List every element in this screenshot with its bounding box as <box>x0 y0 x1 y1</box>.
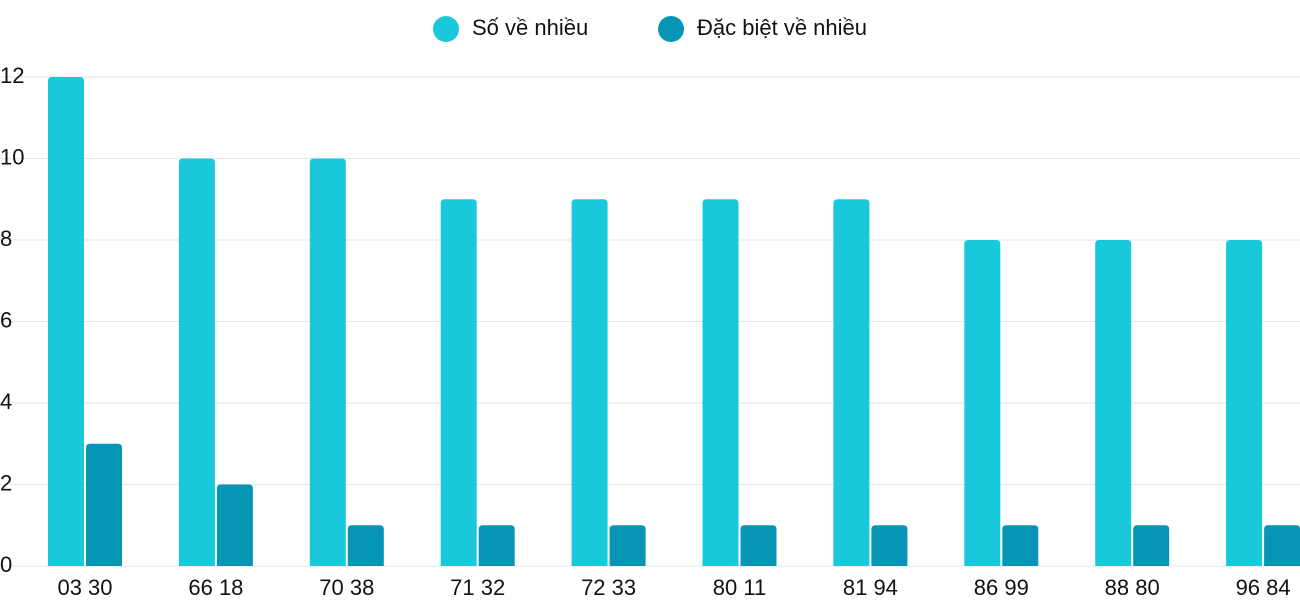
x-tick-label: 66 18 <box>188 575 243 600</box>
bar <box>1133 525 1170 566</box>
y-tick-label: 6 <box>0 307 12 332</box>
y-tick-label: 10 <box>0 144 24 169</box>
bar <box>964 240 1001 566</box>
bar <box>833 199 870 566</box>
bar <box>347 525 384 566</box>
x-tick-label: 88 80 <box>1105 575 1160 600</box>
bar <box>740 525 777 566</box>
bar <box>216 484 253 566</box>
bar <box>871 525 908 566</box>
bar <box>1226 240 1263 566</box>
legend-label: Số về nhiều <box>472 15 588 40</box>
bar <box>571 199 608 566</box>
bar <box>1264 525 1300 566</box>
x-tick-label: 81 94 <box>843 575 898 600</box>
y-tick-label: 2 <box>0 470 12 495</box>
x-tick-label: 70 38 <box>319 575 374 600</box>
y-tick-label: 8 <box>0 226 12 251</box>
bar <box>309 158 346 566</box>
bar <box>609 525 646 566</box>
bar <box>478 525 515 566</box>
bar <box>440 199 477 566</box>
y-tick-label: 12 <box>0 63 24 88</box>
x-tick-label: 03 30 <box>57 575 112 600</box>
legend-label: Đặc biệt về nhiều <box>697 15 867 40</box>
bar <box>1002 525 1039 566</box>
x-tick-label: 86 99 <box>974 575 1029 600</box>
y-tick-label: 4 <box>0 389 12 414</box>
bar <box>702 199 739 566</box>
bar <box>1095 240 1132 566</box>
x-tick-label: 72 33 <box>581 575 636 600</box>
legend-marker <box>433 16 459 42</box>
x-tick-label: 80 11 <box>713 575 766 600</box>
bar <box>86 443 122 566</box>
y-tick-label: 0 <box>0 552 12 577</box>
legend-marker <box>658 16 684 42</box>
x-tick-label: 71 32 <box>450 575 505 600</box>
bar <box>178 158 215 566</box>
x-tick-label: 96 84 <box>1236 575 1291 600</box>
bar <box>48 77 84 566</box>
